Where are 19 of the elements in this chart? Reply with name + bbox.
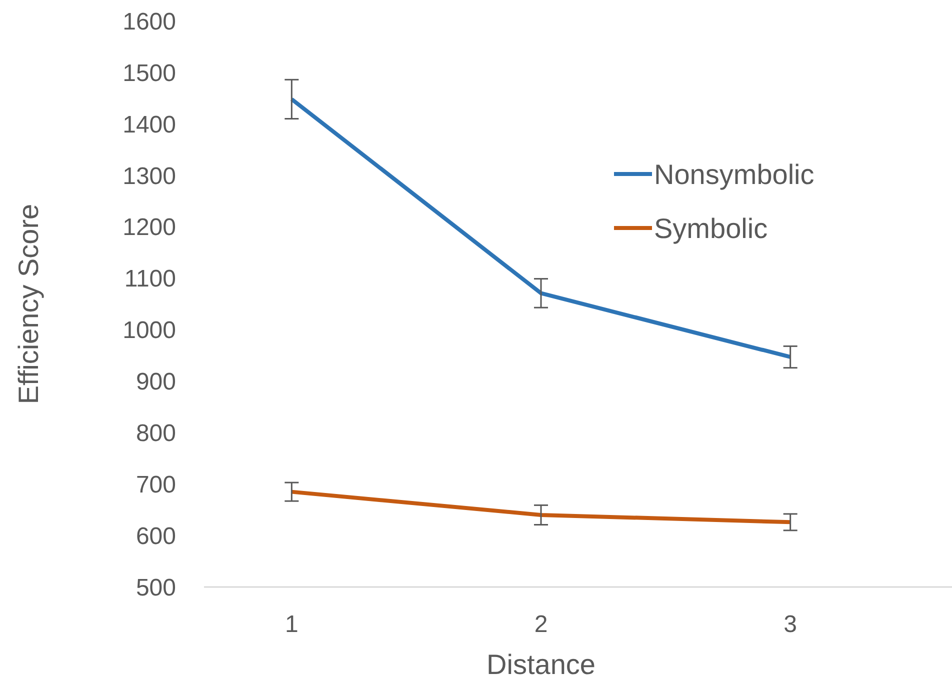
y-tick-label: 1300 <box>122 162 176 190</box>
legend-label: Nonsymbolic <box>654 158 814 190</box>
legend-label: Symbolic <box>654 212 768 244</box>
y-tick-label: 500 <box>136 574 176 602</box>
y-tick-label: 1600 <box>122 8 176 36</box>
y-tick-label: 1100 <box>124 266 176 293</box>
y-axis-title: Efficiency Score <box>13 204 44 404</box>
y-tick-label: 1400 <box>122 111 176 138</box>
y-tick-label: 900 <box>136 368 176 396</box>
x-tick-label: 1 <box>284 611 298 638</box>
y-tick-label: 800 <box>136 420 176 448</box>
y-tick-label: 1200 <box>122 214 176 242</box>
y-tick-label: 700 <box>136 471 176 498</box>
x-tick-label: 3 <box>784 611 798 638</box>
y-tick-label: 600 <box>136 522 176 550</box>
y-tick-label: 1000 <box>122 317 176 344</box>
x-axis-title: Distance <box>486 649 596 680</box>
y-tick-label: 1500 <box>122 60 176 87</box>
x-tick-label: 2 <box>534 611 548 638</box>
